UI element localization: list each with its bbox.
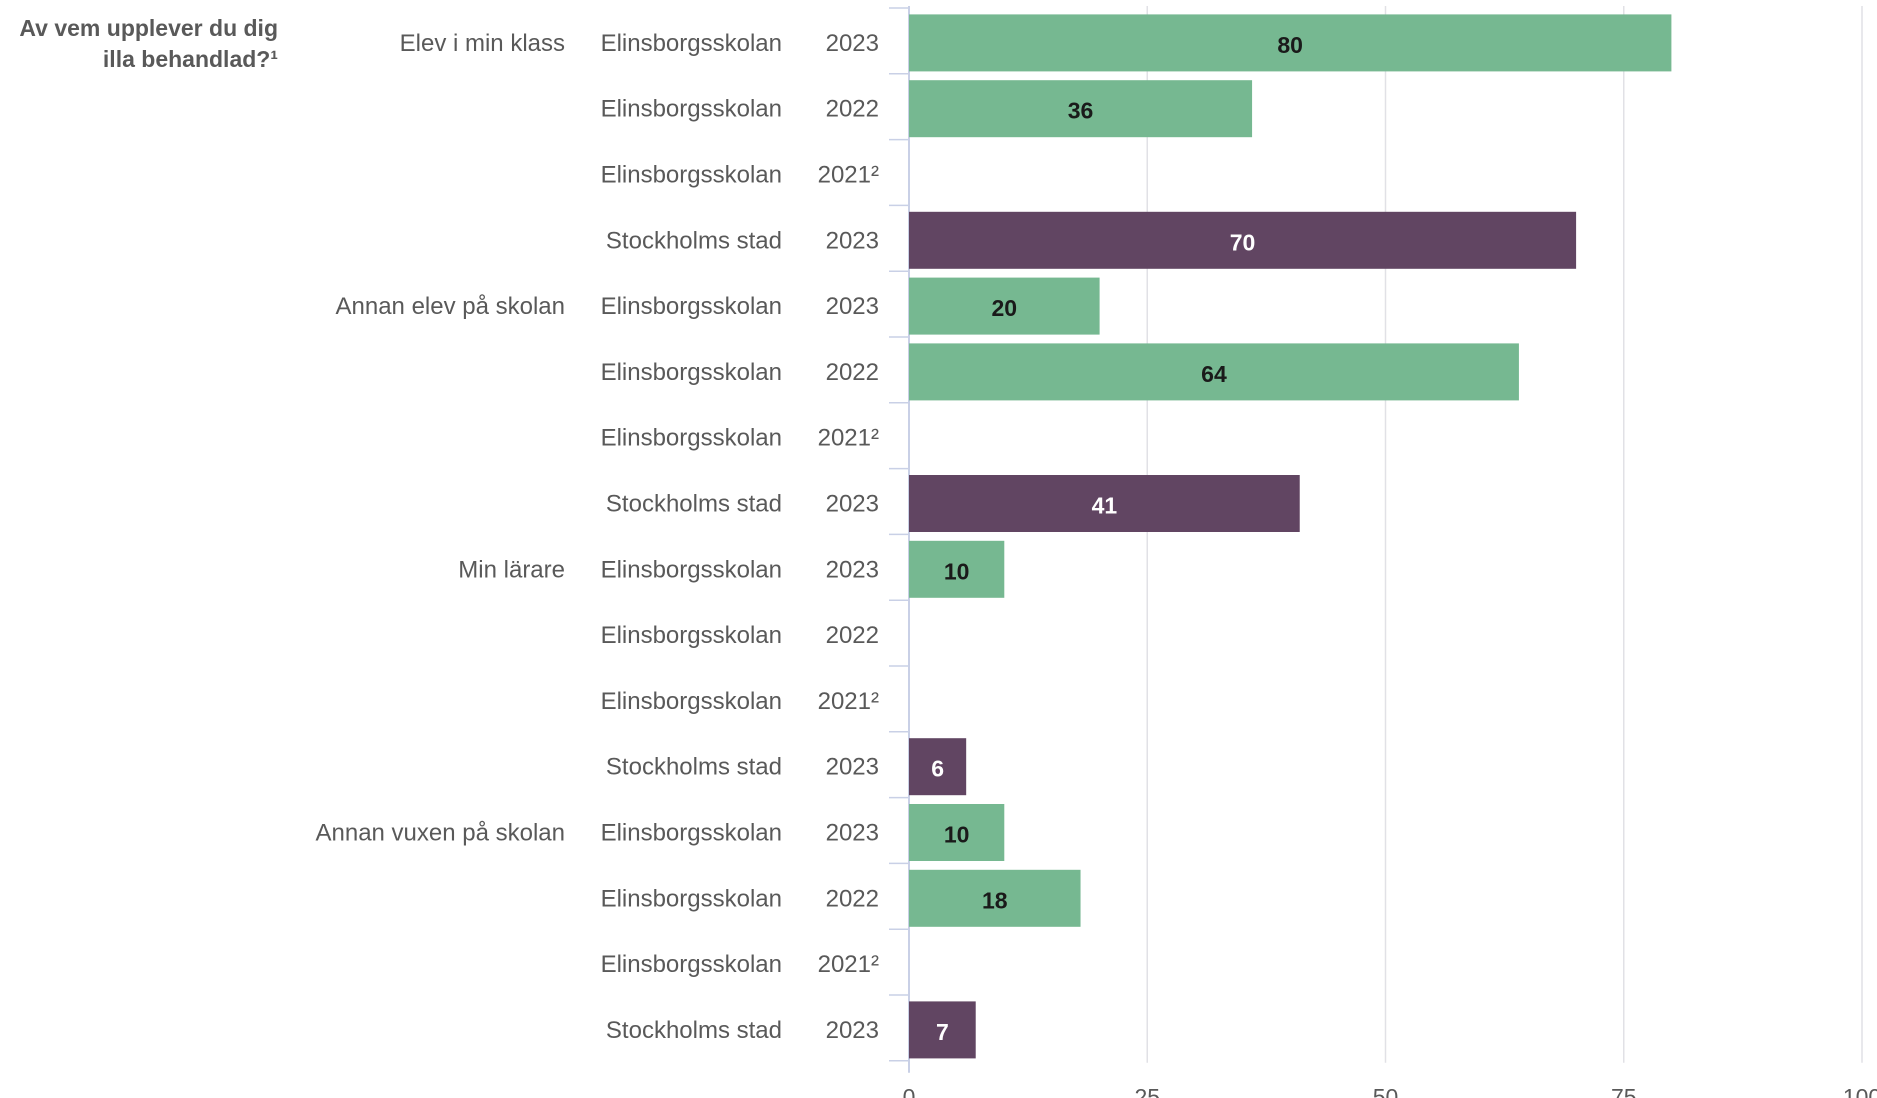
group-label: Elev i min klass bbox=[400, 30, 565, 57]
bar bbox=[909, 211, 1577, 269]
unit-label: Elinsborgsskolan bbox=[601, 96, 782, 123]
bar bbox=[909, 277, 1100, 335]
bar-value-label: 10 bbox=[944, 822, 970, 848]
x-tick-label: 75 bbox=[1611, 1084, 1637, 1098]
unit-label: Elinsborgsskolan bbox=[601, 820, 782, 847]
category-labels: Elev i min klass Elinsborgsskolan 2023 Elin… bbox=[315, 30, 879, 1044]
bar bbox=[909, 343, 1519, 401]
bar-value-label: 20 bbox=[992, 295, 1018, 321]
bar bbox=[909, 738, 967, 796]
bar-value-label: 70 bbox=[1230, 229, 1256, 255]
bars: 80 36 70 20 64 41 10 6 10 18 7 bbox=[909, 14, 1672, 1059]
year-label: 2021² bbox=[818, 162, 879, 189]
year-label: 2023 bbox=[826, 227, 879, 254]
bar bbox=[909, 14, 1672, 72]
bar bbox=[909, 1001, 976, 1059]
group-label: Annan elev på skolan bbox=[336, 293, 566, 320]
bar-value-label: 18 bbox=[982, 887, 1008, 913]
year-label: 2021² bbox=[818, 951, 879, 978]
year-label: 2022 bbox=[826, 622, 879, 649]
unit-label: Elinsborgsskolan bbox=[601, 30, 782, 57]
bar bbox=[909, 80, 1253, 138]
unit-label: Elinsborgsskolan bbox=[601, 425, 782, 452]
year-label: 2023 bbox=[826, 556, 879, 583]
bar-value-label: 7 bbox=[936, 1019, 949, 1045]
unit-label: Elinsborgsskolan bbox=[601, 622, 782, 649]
year-label: 2021² bbox=[818, 425, 879, 452]
bar-value-label: 41 bbox=[1092, 493, 1118, 519]
x-axis: 0 25 50 75 100 bbox=[903, 1084, 1877, 1098]
year-label: 2021² bbox=[818, 688, 879, 715]
unit-label: Elinsborgsskolan bbox=[601, 885, 782, 912]
unit-label: Stockholms stad bbox=[606, 1017, 782, 1044]
bar-value-label: 36 bbox=[1068, 98, 1094, 124]
year-label: 2022 bbox=[826, 885, 879, 912]
x-tick-label: 0 bbox=[903, 1084, 916, 1098]
bar bbox=[909, 475, 1300, 532]
unit-label: Elinsborgsskolan bbox=[601, 162, 782, 189]
unit-label: Stockholms stad bbox=[606, 754, 782, 781]
bar bbox=[909, 869, 1081, 927]
group-label: Min lärare bbox=[458, 556, 565, 583]
bar-value-label: 6 bbox=[931, 756, 944, 782]
chart-title-line-2: illa behandlad?¹ bbox=[103, 46, 278, 72]
unit-label: Elinsborgsskolan bbox=[601, 359, 782, 386]
bar bbox=[909, 804, 1005, 861]
year-label: 2023 bbox=[826, 30, 879, 57]
unit-label: Elinsborgsskolan bbox=[601, 556, 782, 583]
unit-label: Elinsborgsskolan bbox=[601, 951, 782, 978]
year-label: 2023 bbox=[826, 491, 879, 518]
unit-label: Stockholms stad bbox=[606, 491, 782, 518]
bar-value-label: 80 bbox=[1277, 32, 1303, 58]
year-label: 2022 bbox=[826, 359, 879, 386]
x-tick-label: 25 bbox=[1134, 1084, 1160, 1098]
grid-layer bbox=[889, 6, 1863, 1073]
chart-title-line-1: Av vem upplever du dig bbox=[19, 15, 278, 41]
group-label: Annan vuxen på skolan bbox=[315, 820, 565, 847]
year-label: 2023 bbox=[826, 754, 879, 781]
x-tick-label: 100 bbox=[1843, 1084, 1877, 1098]
year-label: 2023 bbox=[826, 1017, 879, 1044]
bar-value-label: 64 bbox=[1201, 361, 1227, 387]
year-label: 2023 bbox=[826, 293, 879, 320]
year-label: 2022 bbox=[826, 96, 879, 123]
unit-label: Elinsborgsskolan bbox=[601, 293, 782, 320]
bar bbox=[909, 540, 1005, 598]
bar-value-label: 10 bbox=[944, 558, 970, 584]
unit-label: Elinsborgsskolan bbox=[601, 688, 782, 715]
year-label: 2023 bbox=[826, 820, 879, 847]
x-tick-label: 50 bbox=[1373, 1084, 1399, 1098]
chart-title: Av vem upplever du dig illa behandlad?¹ bbox=[19, 15, 278, 72]
unit-label: Stockholms stad bbox=[606, 227, 782, 254]
